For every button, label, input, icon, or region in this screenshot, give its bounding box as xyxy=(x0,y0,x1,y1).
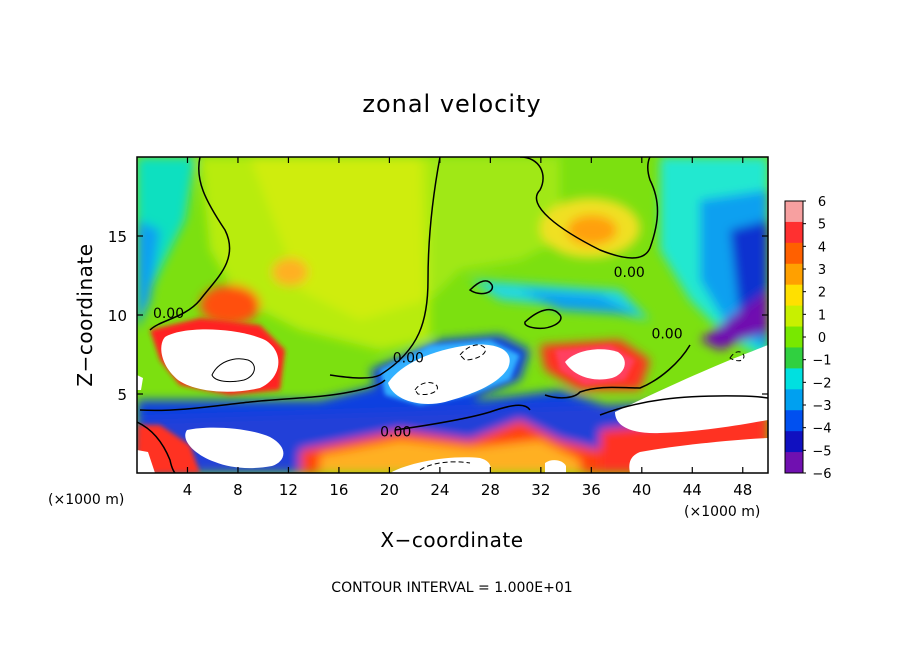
y-tick-label: 15 xyxy=(108,228,127,246)
x-tick-label: 40 xyxy=(632,481,651,499)
colorbar-swatch xyxy=(785,368,803,390)
x-tick-label: 8 xyxy=(233,481,243,499)
heatmap-field: 0.00 0.00 0.00 0.00 0.00 xyxy=(137,157,768,473)
colorbar-swatch xyxy=(785,284,803,307)
colorbar-swatch xyxy=(785,201,803,223)
colorbar-label: −5 xyxy=(812,444,831,459)
white-regions xyxy=(137,329,768,473)
colorbar-label: −3 xyxy=(812,399,831,414)
colorbar-label: −1 xyxy=(812,354,831,369)
colorbar-label: 0 xyxy=(818,331,826,346)
z-unit-label: (×1000 m) xyxy=(48,492,124,508)
colorbar-label: 3 xyxy=(818,263,826,278)
x-unit-label: (×1000 m) xyxy=(684,504,760,520)
colorbar-label: −2 xyxy=(812,376,831,391)
colorbar-label: −4 xyxy=(812,422,831,437)
dashed-contours xyxy=(414,344,745,471)
contour-label: 0.00 xyxy=(380,425,411,441)
chart-title: zonal velocity xyxy=(362,90,541,118)
colorbar-swatch xyxy=(785,347,803,369)
y-axis-label: Z−coordinate xyxy=(73,243,97,386)
colorbar-swatch xyxy=(785,263,803,286)
x-axis-label: X−coordinate xyxy=(380,528,523,552)
y-axis: 5 10 15 xyxy=(108,228,768,404)
x-tick-label: 44 xyxy=(683,481,702,499)
colorbar-label: −6 xyxy=(812,467,831,482)
x-tick-label: 16 xyxy=(329,481,348,499)
contour-label: 0.00 xyxy=(614,265,645,281)
colorbar-label: 6 xyxy=(818,195,826,210)
contour-interval-note: CONTOUR INTERVAL = 1.000E+01 xyxy=(331,580,572,596)
y-tick-label: 5 xyxy=(117,386,127,404)
contour-label: 0.00 xyxy=(651,327,682,343)
colorbar: 6 5 4 3 2 1 0 −1 −2 −3 −4 −5 −6 xyxy=(784,195,832,482)
x-tick-label: 24 xyxy=(430,481,449,499)
x-tick-label: 4 xyxy=(183,481,193,499)
x-axis: 4 8 12 16 20 24 28 32 36 40 44 48 xyxy=(183,157,752,499)
colorbar-label: 5 xyxy=(818,218,826,233)
colorbar-swatch xyxy=(785,221,803,244)
colorbar-swatch xyxy=(785,431,803,453)
colorbar-swatch xyxy=(785,410,803,432)
y-tick-label: 10 xyxy=(108,307,127,325)
x-tick-label: 28 xyxy=(481,481,500,499)
contour-label: 0.00 xyxy=(153,306,184,322)
contour-label: 0.00 xyxy=(393,350,424,366)
contour-lines xyxy=(137,157,768,473)
x-tick-label: 20 xyxy=(380,481,399,499)
contour-label-layer: 0.00 0.00 0.00 0.00 0.00 xyxy=(153,265,683,441)
colorbar-label: 4 xyxy=(818,240,826,255)
x-tick-label: 32 xyxy=(531,481,550,499)
colorbar-swatch xyxy=(785,326,803,348)
colorbar-swatch xyxy=(785,242,803,265)
x-tick-label: 48 xyxy=(733,481,752,499)
x-tick-label: 36 xyxy=(582,481,601,499)
colorbar-swatch xyxy=(785,305,803,328)
colorbar-swatch xyxy=(785,452,803,474)
colorbar-swatch xyxy=(785,389,803,411)
colorbar-label: 2 xyxy=(818,286,826,301)
x-tick-label: 12 xyxy=(279,481,298,499)
colorbar-label: 1 xyxy=(818,308,826,323)
